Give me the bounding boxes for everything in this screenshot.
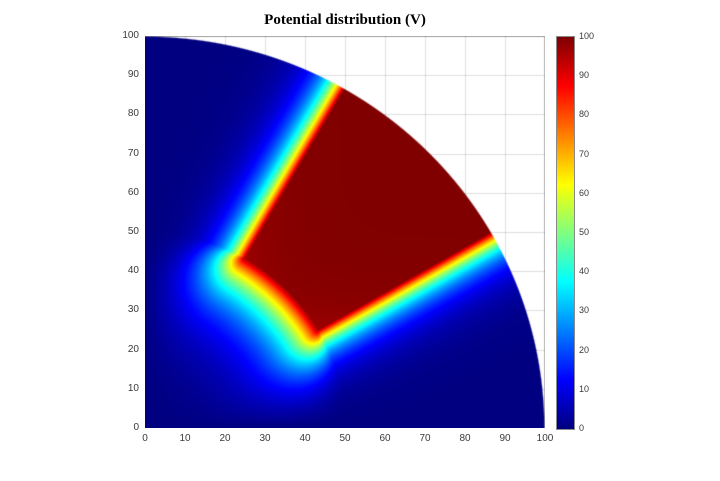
y-tick-label: 90 xyxy=(127,69,139,81)
colorbar-tick-label: 0 xyxy=(579,423,585,433)
x-tick-label: 50 xyxy=(339,433,351,444)
colorbar-tick-label: 10 xyxy=(579,383,590,394)
y-tick-label: 100 xyxy=(122,30,139,41)
colorbar-tick-label: 20 xyxy=(579,344,590,355)
colorbar-tick-label: 90 xyxy=(579,70,590,81)
heatmap-canvas xyxy=(145,36,545,428)
x-tick-label: 100 xyxy=(536,433,554,444)
x-tick-label: 0 xyxy=(142,433,148,444)
x-tick-label: 70 xyxy=(419,433,431,444)
plot-area xyxy=(145,36,545,428)
colorbar-tick-label: 70 xyxy=(579,148,590,159)
chart-title: Potential distribution (V) xyxy=(264,12,426,28)
y-tick-label: 0 xyxy=(133,422,139,433)
y-tick-label: 60 xyxy=(127,186,139,198)
colorbar-tick-label: 30 xyxy=(579,305,590,316)
x-tick-label: 40 xyxy=(299,433,311,444)
y-tick-label: 20 xyxy=(127,343,139,355)
colorbar-gradient xyxy=(557,37,574,429)
x-tick-label: 30 xyxy=(259,433,271,444)
y-tick-label: 80 xyxy=(127,108,139,120)
x-tick-label: 20 xyxy=(219,433,231,444)
y-tick-label: 40 xyxy=(127,265,139,277)
colorbar-tick-label: 100 xyxy=(579,31,595,41)
x-tick-label: 60 xyxy=(379,433,391,444)
y-tick-label: 30 xyxy=(127,304,139,316)
colorbar-tick-label: 40 xyxy=(579,266,590,277)
colorbar xyxy=(556,36,575,430)
colorbar-tick-label: 50 xyxy=(579,227,590,237)
x-tick-label: 10 xyxy=(179,433,191,444)
x-tick-label: 80 xyxy=(459,433,471,444)
y-tick-label: 70 xyxy=(127,147,139,159)
x-tick-label: 90 xyxy=(499,433,511,444)
y-tick-label: 10 xyxy=(127,382,139,394)
colorbar-tick-label: 80 xyxy=(579,109,590,120)
colorbar-tick-label: 60 xyxy=(579,187,590,198)
y-tick-label: 50 xyxy=(127,226,139,237)
